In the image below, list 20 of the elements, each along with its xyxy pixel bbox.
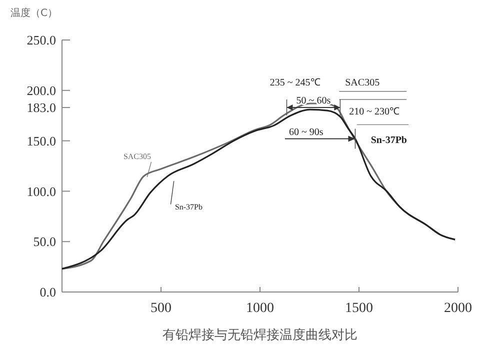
y-tick-label: 200.0 — [26, 82, 56, 98]
y-tick-label: 183.0 — [26, 100, 56, 116]
annotation: 60 ~ 90s — [288, 126, 324, 138]
annotation: 210 ~ 230℃ — [349, 106, 400, 118]
annotation: Sn-37Pb — [370, 134, 408, 146]
x-tick-label: 2000 — [444, 301, 472, 316]
text: Sn-37Pb — [174, 202, 202, 212]
y-tick-label: 50.0 — [33, 234, 56, 250]
x-tick-label: 500 — [150, 301, 172, 316]
y-tick-label: 0.0 — [40, 284, 56, 300]
x-tick-label: 1500 — [345, 301, 373, 316]
y-tick-label: 250.0 — [26, 32, 56, 48]
text: 有铅焊接与无铅焊接温度曲线对比 — [162, 327, 358, 343]
y-tick-label: 150.0 — [26, 133, 56, 148]
annotation: SAC305 — [345, 77, 380, 88]
y-tick-label: 100.0 — [26, 184, 56, 199]
series-label: SAC305 — [123, 152, 152, 161]
y-axis-title: 温度（C） — [10, 7, 58, 19]
x-tick-label: 1000 — [246, 301, 274, 316]
annotation: 235 ~ 245℃ — [270, 77, 320, 88]
